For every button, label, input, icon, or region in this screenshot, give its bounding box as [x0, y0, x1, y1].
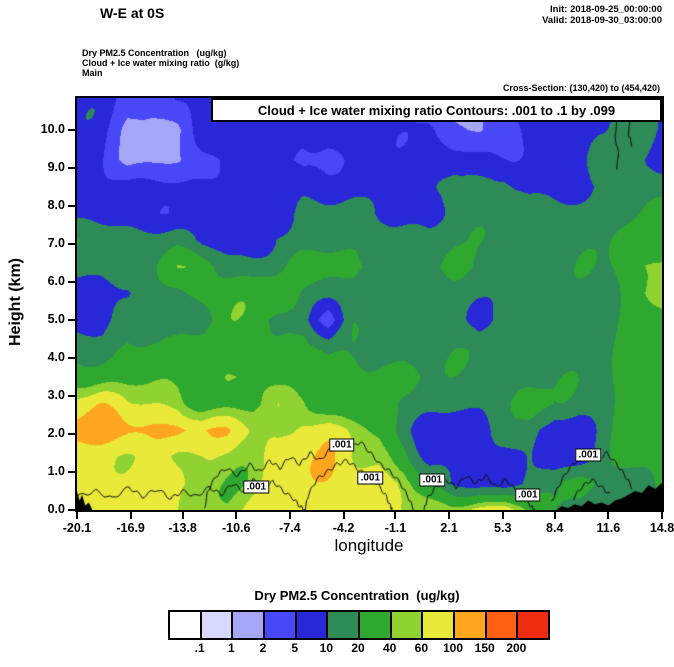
- x-tick-label: -7.4: [279, 521, 301, 535]
- y-tick-mark: [68, 509, 75, 511]
- contour-info-banner: Cloud + Ice water mixing ratio Contours:…: [211, 98, 662, 122]
- init-valid-times: Init: 2018-09-25_00:00:00 Valid: 2018-09…: [542, 4, 662, 26]
- field-domain: Main: [82, 68, 103, 78]
- field-cloud-ice: Cloud + Ice water mixing ratio (g/kg): [82, 58, 240, 68]
- colorbar-cell: [360, 612, 392, 638]
- y-tick-mark: [68, 432, 75, 435]
- y-tick-mark: [68, 242, 75, 245]
- x-tick-label: 5.3: [494, 521, 512, 535]
- colorbar-cell: [518, 612, 549, 638]
- cloud-contour-value-label: .001: [515, 488, 541, 502]
- page-title: W-E at 0S: [100, 5, 165, 21]
- y-tick-mark: [68, 204, 75, 207]
- colorbar: [168, 610, 550, 640]
- y-tick-mark: [68, 280, 75, 283]
- y-tick-mark: [68, 128, 75, 131]
- y-tick-label: 9.0: [47, 159, 65, 174]
- cloud-contour-value-label: .001: [243, 480, 270, 494]
- x-tick-mark: [607, 512, 610, 519]
- x-tick-label: -10.6: [221, 521, 251, 535]
- x-tick-mark: [448, 512, 451, 519]
- x-tick-label: -4.2: [332, 521, 355, 535]
- x-axis-title: longitude: [334, 536, 404, 555]
- y-tick-label: 6.0: [47, 273, 65, 288]
- colorbar-cell: [423, 612, 456, 638]
- x-tick-label: 11.6: [596, 521, 621, 535]
- x-tick-mark: [129, 512, 132, 519]
- x-tick-mark: [235, 512, 238, 519]
- y-axis-title: Height (km): [7, 258, 24, 346]
- cloud-contour-value-label: .001: [419, 473, 446, 487]
- y-tick-mark: [68, 356, 75, 359]
- colorbar-boundary-label: 40: [382, 641, 397, 655]
- x-tick-label: 14.8: [649, 521, 674, 535]
- x-tick-label: -20.1: [62, 521, 92, 535]
- y-tick-label: 8.0: [47, 197, 65, 212]
- colorbar-title: Dry PM2.5 Concentration (ug/kg): [254, 588, 460, 603]
- y-tick-label: 4.0: [47, 349, 65, 364]
- y-tick-label: 5.0: [47, 311, 65, 326]
- x-tick-label: -16.9: [116, 521, 145, 535]
- colorbar-boundary-label: 2: [259, 641, 267, 655]
- y-tick-label: 10.0: [40, 121, 65, 136]
- x-tick-label: -13.8: [168, 521, 197, 535]
- valid-time: Valid: 2018-09-30_03:00:00: [542, 15, 662, 26]
- x-tick-mark: [394, 512, 397, 519]
- cloud-contour-value-label: .001: [575, 448, 601, 462]
- pm25-field-canvas: [77, 98, 662, 510]
- y-tick-label: 7.0: [47, 235, 65, 250]
- colorbar-boundary-label: 1: [227, 641, 235, 655]
- colorbar-cell: [455, 612, 487, 638]
- y-tick-label: 1.0: [47, 463, 65, 478]
- cloud-contour-value-label: .001: [329, 438, 355, 452]
- colorbar-cell: [486, 612, 519, 638]
- colorbar-boundary-label: .1: [194, 641, 205, 655]
- colorbar-cell: [391, 612, 424, 638]
- field-list: Dry PM2.5 Concentration (ug/kg) Cloud + …: [82, 48, 239, 78]
- x-tick-mark: [342, 512, 345, 519]
- y-tick-mark: [68, 318, 75, 321]
- x-tick-mark: [181, 512, 184, 519]
- colorbar-cell: [296, 612, 329, 638]
- colorbar-boundary-label: 20: [351, 641, 365, 655]
- y-tick-mark: [68, 470, 75, 473]
- colorbar-boundary-label: 5: [291, 641, 298, 655]
- x-tick-label: 2.1: [440, 521, 458, 535]
- colorbar-cell: [233, 612, 266, 638]
- x-tick-mark: [288, 512, 291, 519]
- x-tick-mark: [76, 512, 78, 519]
- field-pm25: Dry PM2.5 Concentration (ug/kg): [82, 48, 227, 58]
- y-tick-mark: [68, 166, 75, 169]
- colorbar-boundary-label: 200: [506, 641, 527, 655]
- y-tick-label: 2.0: [47, 425, 65, 440]
- x-tick-label: -1.1: [384, 521, 407, 535]
- colorbar-boundary-label: 10: [319, 641, 333, 655]
- y-tick-label: 0.0: [47, 502, 65, 516]
- x-tick-label: 8.4: [546, 521, 564, 535]
- colorbar-boundary-label: 60: [414, 641, 428, 655]
- x-tick-mark: [661, 512, 663, 519]
- y-tick-label: 3.0: [47, 387, 65, 402]
- colorbar-cell: [328, 612, 361, 638]
- colorbar-cell: [265, 612, 297, 638]
- colorbar-cell: [170, 612, 202, 638]
- y-tick-mark: [68, 394, 75, 397]
- colorbar-boundary-label: 100: [442, 641, 464, 655]
- colorbar-boundary-label: 150: [474, 641, 495, 655]
- cross-section-plot: Cloud + Ice water mixing ratio Contours:…: [75, 96, 664, 512]
- x-tick-mark: [553, 512, 556, 519]
- cloud-contour-value-label: .001: [357, 471, 384, 485]
- colorbar-cell: [201, 612, 234, 638]
- x-tick-mark: [501, 512, 504, 519]
- init-time: Init: 2018-09-25_00:00:00: [550, 4, 662, 15]
- cross-section-coords: Cross-Section: (130,420) to (454,420): [502, 83, 660, 93]
